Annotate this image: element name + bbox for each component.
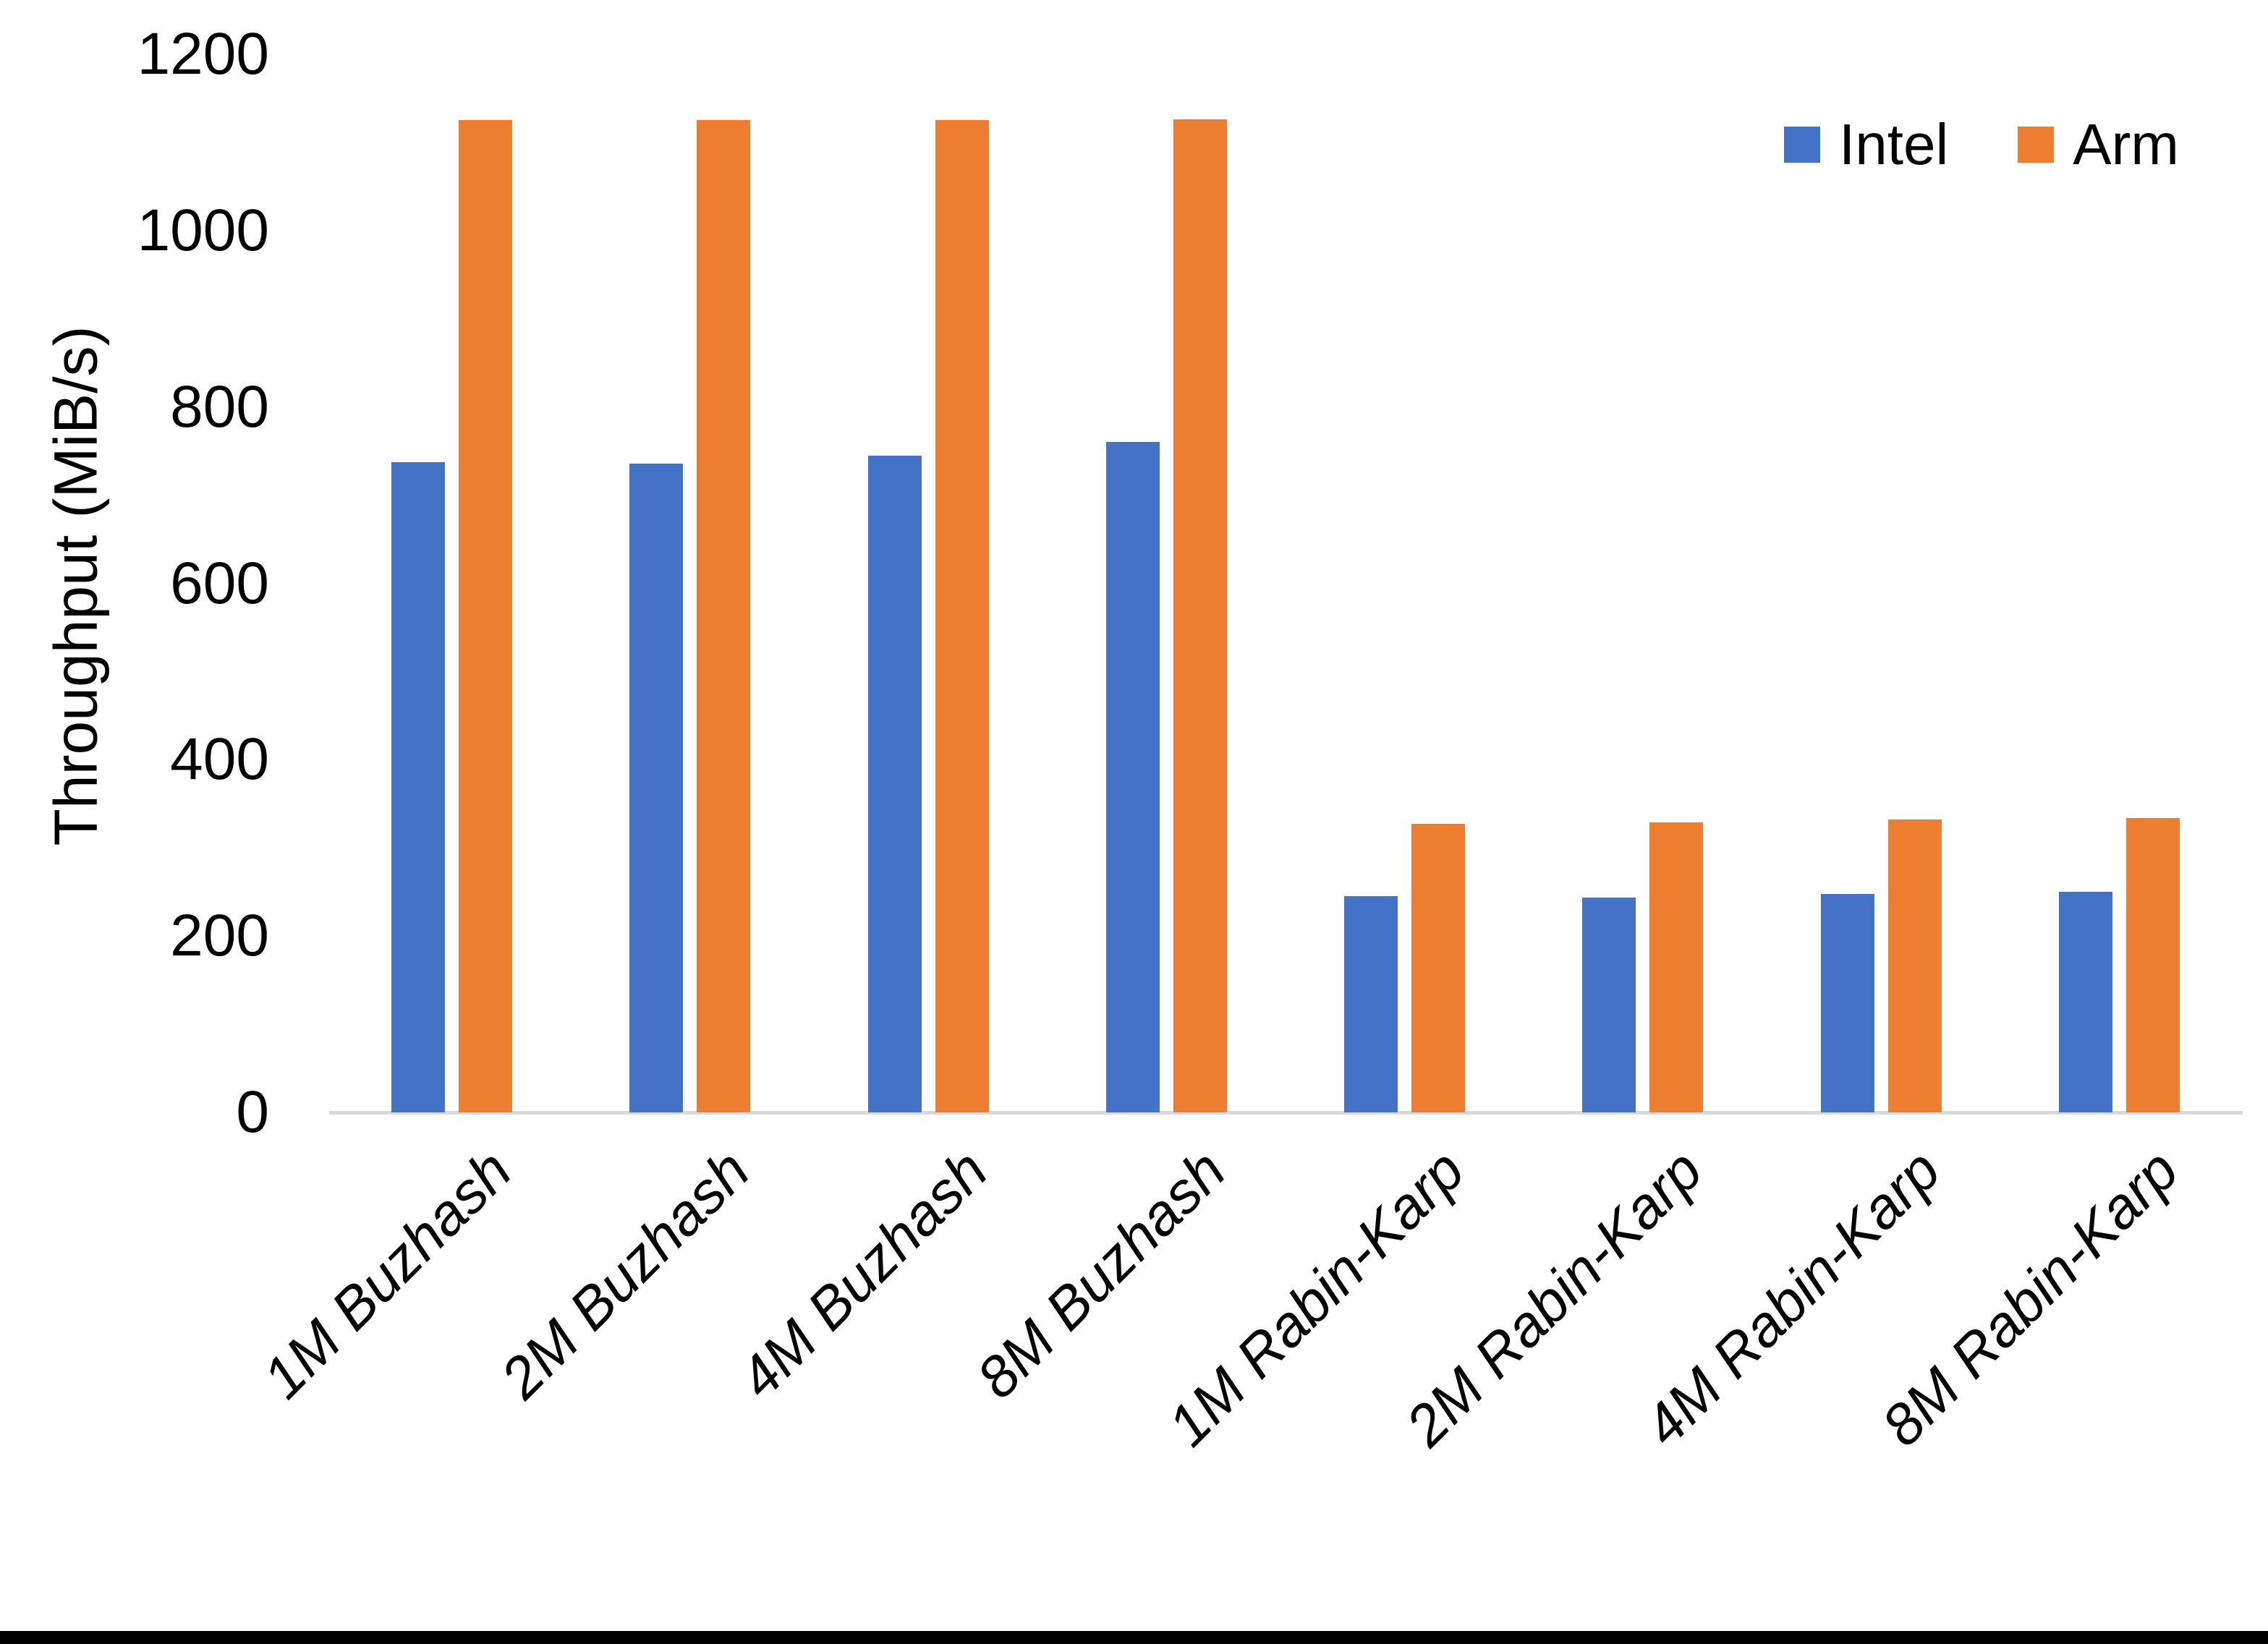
x-category-label-7: 4M Rabin-Karp [1631, 1137, 1953, 1459]
bar-arm-6 [1649, 822, 1704, 1112]
x-category-label-6: 2M Rabin-Karp [1393, 1137, 1715, 1459]
y-tick-label-400: 400 [170, 726, 269, 793]
bar-arm-8 [2125, 817, 2180, 1112]
legend: Intel Arm [1784, 116, 2179, 174]
bar-arm-4 [1173, 119, 1227, 1112]
bottom-border [0, 1631, 2268, 1644]
bar-arm-2 [697, 120, 751, 1112]
bar-group-1 [333, 54, 571, 1112]
legend-label-arm: Arm [2073, 112, 2179, 176]
x-category-label-1: 1M Buzhash [250, 1137, 524, 1411]
x-axis-line [329, 1111, 2243, 1115]
bar-intel-7 [1820, 893, 1874, 1112]
bar-arm-5 [1411, 824, 1466, 1112]
y-tick-label-200: 200 [170, 903, 269, 969]
x-category-label-5: 1M Rabin-Karp [1155, 1137, 1477, 1459]
bar-group-7 [1762, 54, 2000, 1112]
legend-swatch-intel-icon [1784, 127, 1820, 163]
bar-intel-3 [867, 455, 922, 1112]
y-tick-label-0: 0 [236, 1079, 269, 1145]
bar-intel-6 [1582, 897, 1636, 1112]
bar-group-8 [2000, 54, 2238, 1112]
bar-intel-2 [629, 463, 684, 1112]
legend-item-intel: Intel [1784, 116, 1948, 174]
x-category-label-3: 4M Buzhash [726, 1137, 1000, 1411]
bar-arm-1 [459, 120, 513, 1112]
bar-intel-5 [1344, 896, 1398, 1112]
bar-group-5 [1286, 54, 1524, 1112]
bar-intel-4 [1105, 442, 1160, 1112]
bar-group-3 [810, 54, 1048, 1112]
y-tick-label-1000: 1000 [137, 197, 269, 263]
legend-swatch-arm-icon [2018, 127, 2055, 163]
x-category-label-8: 8M Rabin-Karp [1869, 1137, 2191, 1459]
legend-item-arm: Arm [2018, 116, 2179, 174]
y-tick-label-600: 600 [170, 550, 269, 616]
y-tick-label-1200: 1200 [137, 21, 269, 87]
bar-group-4 [1048, 54, 1286, 1112]
bar-group-6 [1524, 54, 1762, 1112]
bar-intel-8 [2058, 892, 2112, 1112]
bar-group-2 [571, 54, 809, 1112]
x-category-label-2: 2M Buzhash [488, 1137, 762, 1411]
bar-arm-3 [935, 120, 989, 1112]
legend-label-intel: Intel [1839, 112, 1949, 176]
bar-intel-1 [391, 462, 446, 1112]
x-category-label-4: 8M Buzhash [964, 1137, 1239, 1411]
y-tick-label-800: 800 [170, 373, 269, 440]
plot-area [333, 54, 2238, 1112]
bar-arm-7 [1887, 819, 1942, 1112]
